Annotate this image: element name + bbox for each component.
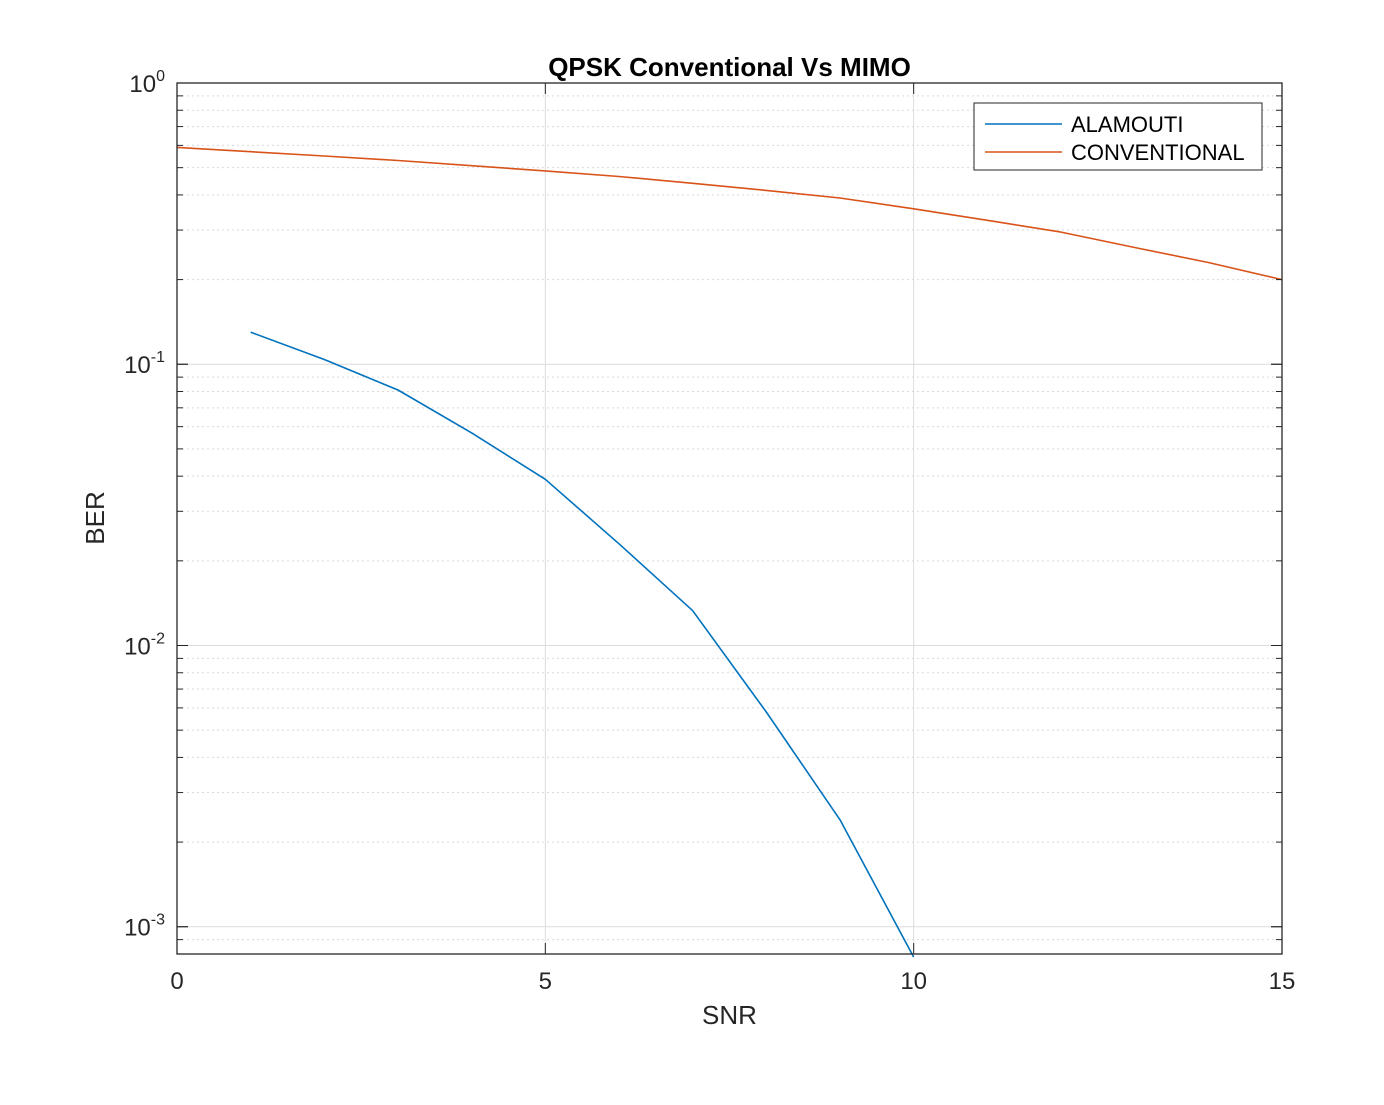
x-tick-labels: 0 5 10 15 xyxy=(170,968,1295,995)
y-tick-label: 10-3 xyxy=(124,912,165,942)
y-tick-label: 10-2 xyxy=(124,630,165,660)
y-tick-labels: 100 10-1 10-2 10-3 xyxy=(124,68,165,942)
tick-marks xyxy=(176,82,1283,955)
series-line-conventional xyxy=(176,146,1283,281)
x-tick-label: 10 xyxy=(900,968,927,995)
plot-frame xyxy=(176,82,1283,955)
legend-box xyxy=(973,102,1263,171)
x-tick-label: 15 xyxy=(1269,968,1296,995)
x-tick-label: 5 xyxy=(539,968,552,995)
y-axis-label: BER xyxy=(80,491,110,544)
plot-background xyxy=(177,83,1282,954)
x-axis-label: SNR xyxy=(702,1000,757,1030)
y-tick-label: 10-1 xyxy=(124,349,165,379)
series-layer xyxy=(176,146,1283,958)
series-line-alamouti xyxy=(250,331,915,958)
y-tick-label: 100 xyxy=(129,68,165,98)
x-tick-label: 0 xyxy=(170,968,183,995)
chart-title: QPSK Conventional Vs MIMO xyxy=(548,52,911,82)
legend: ALAMOUTI CONVENTIONAL xyxy=(973,102,1263,171)
legend-label: CONVENTIONAL xyxy=(1071,140,1245,165)
legend-label: ALAMOUTI xyxy=(1071,112,1183,137)
